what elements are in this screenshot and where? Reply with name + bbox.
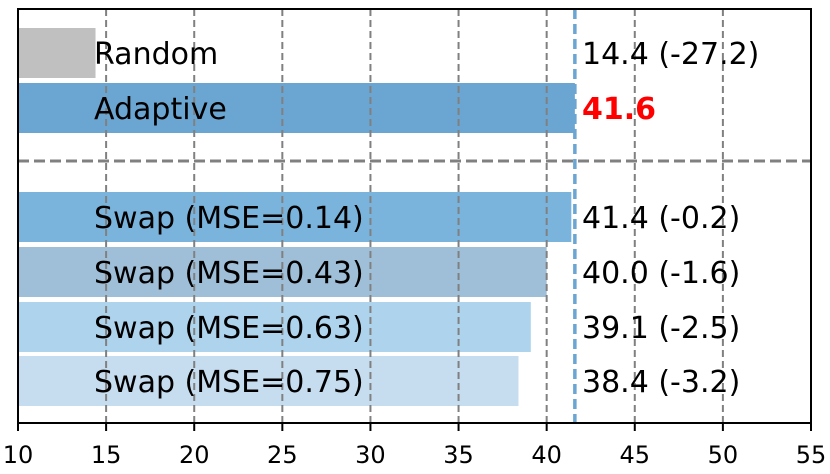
value-label: 41.6 xyxy=(582,92,656,127)
x-tick-label: 30 xyxy=(355,441,386,469)
bar-label: Random xyxy=(94,37,218,72)
x-tick-label: 35 xyxy=(443,441,474,469)
x-tick-label: 55 xyxy=(796,441,827,469)
value-label: 39.1 (-2.5) xyxy=(582,311,740,346)
x-tick-label: 15 xyxy=(91,441,122,469)
x-tick-label: 40 xyxy=(531,441,562,469)
value-label: 41.4 (-0.2) xyxy=(582,201,740,236)
bar-2 xyxy=(18,83,575,133)
x-tick-label: 10 xyxy=(3,441,34,469)
bar-3 xyxy=(18,192,572,242)
bar-label: Swap (MSE=0.14) xyxy=(94,201,364,236)
x-tick-label: 45 xyxy=(620,441,651,469)
x-tick-label: 20 xyxy=(179,441,210,469)
value-label: 38.4 (-3.2) xyxy=(582,365,740,400)
bar-label: Swap (MSE=0.63) xyxy=(94,311,364,346)
bar-label: Swap (MSE=0.43) xyxy=(94,256,364,291)
value-label: 40.0 (-1.6) xyxy=(582,256,740,291)
bar-5 xyxy=(18,302,531,352)
bar-label: Adaptive xyxy=(94,92,227,127)
bar-6 xyxy=(18,356,519,406)
value-label: 14.4 (-27.2) xyxy=(582,37,759,72)
plot-frame xyxy=(17,8,812,424)
bar-1 xyxy=(18,28,96,78)
x-tick-label: 25 xyxy=(267,441,298,469)
bar-label: Swap (MSE=0.75) xyxy=(94,365,364,400)
x-tick-label: 50 xyxy=(708,441,739,469)
